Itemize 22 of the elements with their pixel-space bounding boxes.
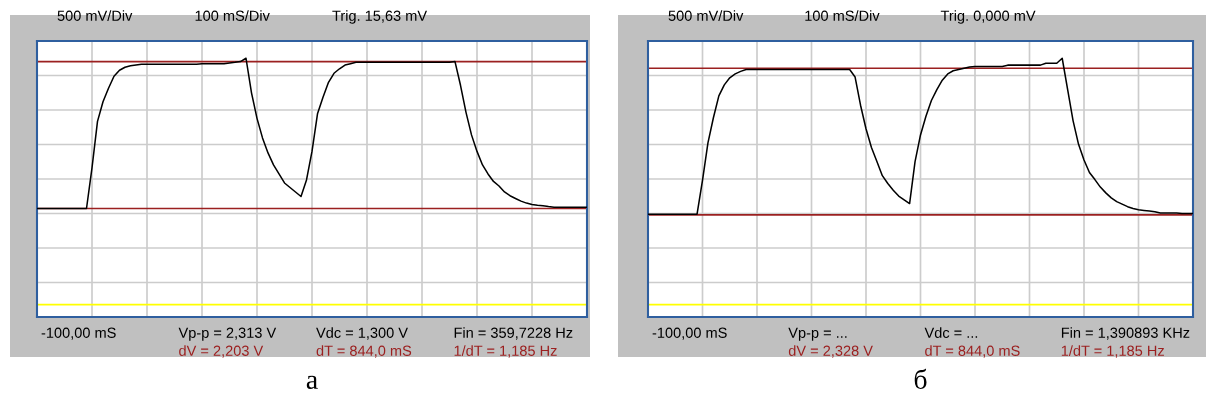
text: Trig. 15,63 mV xyxy=(332,10,428,24)
text: dV = 2,203 V xyxy=(179,345,264,358)
text: dV = 2,328 V xyxy=(788,345,873,358)
text: 1/dT = 1,185 Hz xyxy=(454,345,557,358)
text: dT = 844,0 mS xyxy=(316,345,412,358)
text: 500 mV/Div xyxy=(668,10,744,21)
text: а xyxy=(306,375,318,389)
text: 100 mS/Div xyxy=(805,10,880,21)
text: dT = 844,0 mS xyxy=(925,345,1020,358)
text: Fin = 1,390893 KHz xyxy=(1061,327,1190,340)
text: Trig. 0,000 mV xyxy=(940,10,1036,24)
text: 100 mS/Div xyxy=(195,10,270,21)
text: 500 mV/Div xyxy=(57,10,133,21)
text: Vp-p = ... xyxy=(788,327,847,341)
text: Vp-p = 2,313 V xyxy=(178,327,277,341)
text: Vdc = 1,300 V xyxy=(316,327,408,340)
text: Fin = 359,7228 Hz xyxy=(454,327,573,340)
text: 1/dT = 1,185 Hz xyxy=(1061,345,1164,358)
text: б xyxy=(914,368,927,389)
text: -100,00 mS xyxy=(41,327,116,340)
text: -100,00 mS xyxy=(652,327,727,340)
text: Vdc = ... xyxy=(924,327,978,338)
